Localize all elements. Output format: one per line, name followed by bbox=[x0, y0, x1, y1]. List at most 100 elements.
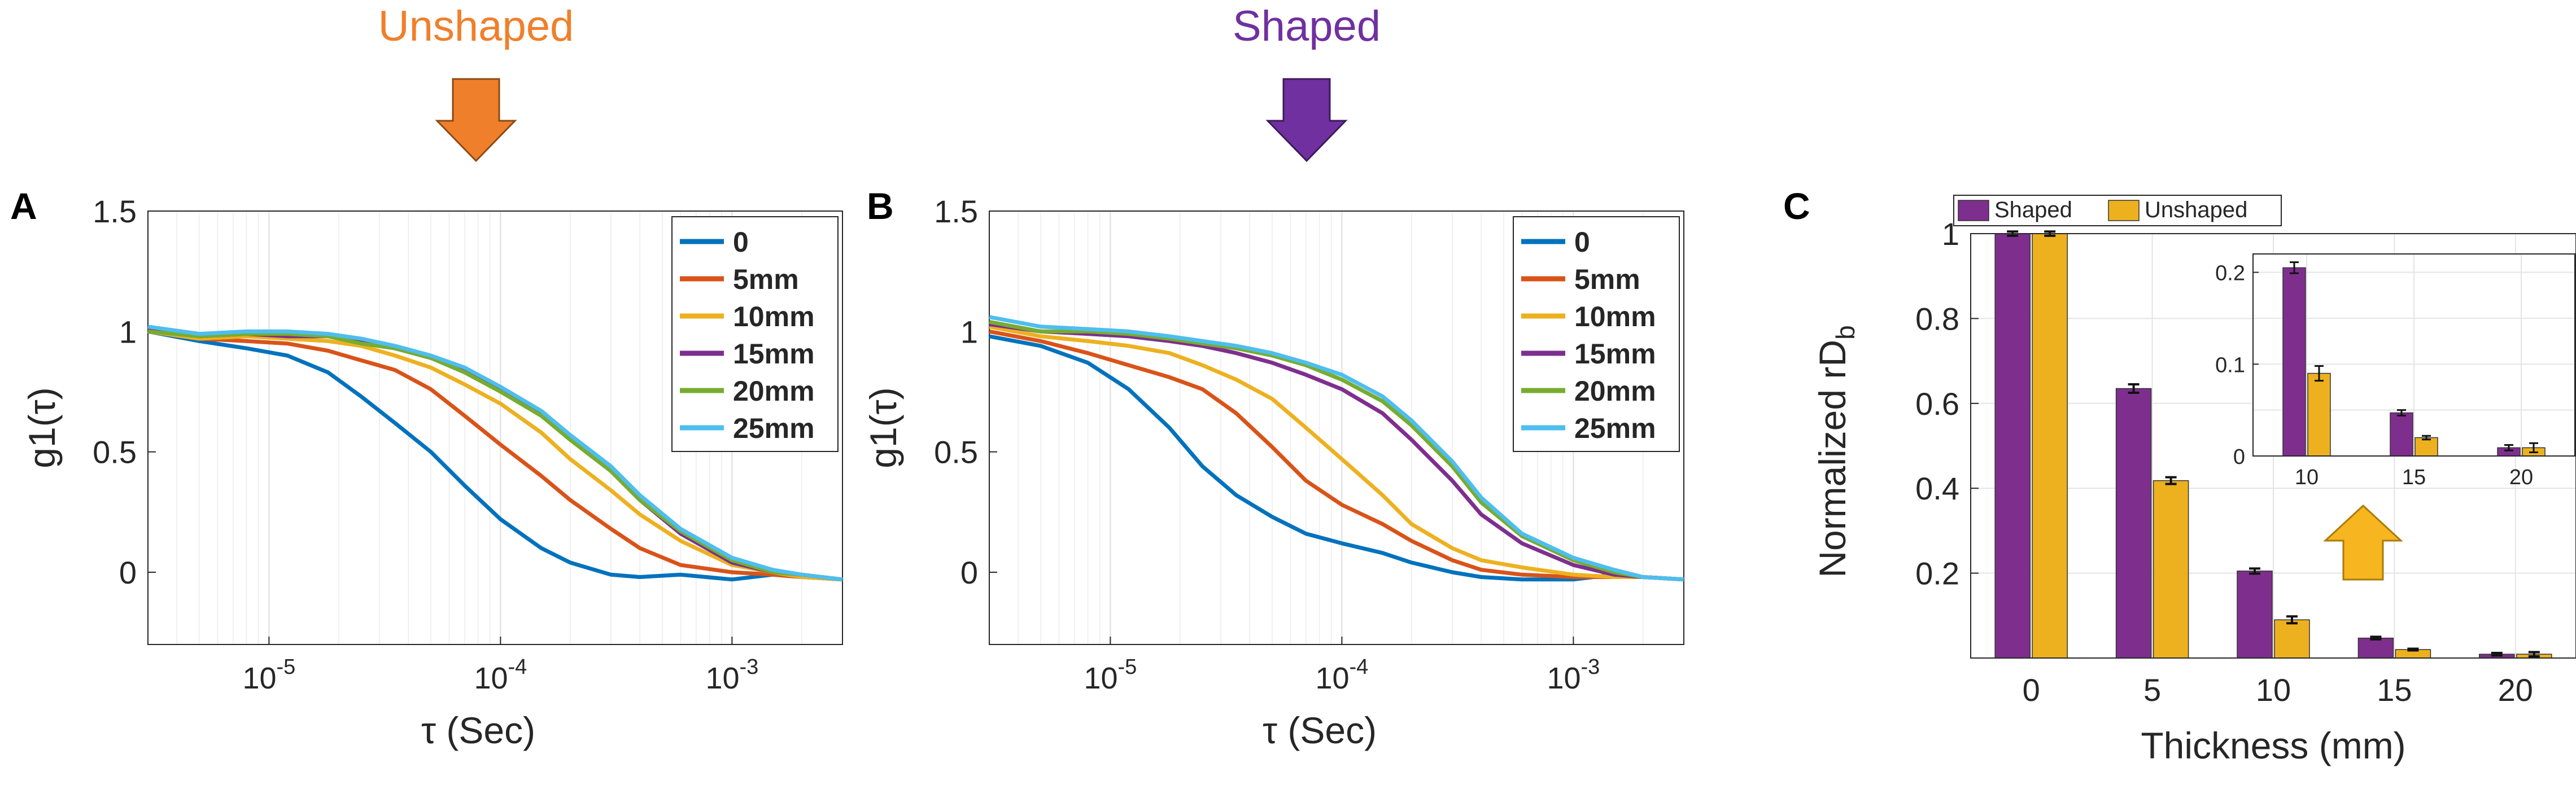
x-tick-label: 10-3 bbox=[705, 655, 758, 695]
y-tick-label: 1.5 bbox=[93, 194, 137, 229]
x-tick-label: 10-4 bbox=[474, 655, 527, 695]
error-bar bbox=[2491, 651, 2503, 657]
error-bar bbox=[2286, 615, 2298, 625]
bar-unshaped-5 bbox=[2153, 480, 2189, 659]
legend-label: 25mm bbox=[1574, 413, 1656, 444]
y-tick-label: 0.8 bbox=[1915, 301, 1959, 336]
x-tick-label: 20 bbox=[2498, 672, 2533, 708]
inset-y-tick-label: 0 bbox=[2233, 445, 2245, 469]
plot-frame-c bbox=[1970, 233, 2576, 659]
error-bar bbox=[2504, 444, 2513, 451]
series-line-15mm bbox=[989, 322, 1684, 582]
inset-bar-unshaped-10 bbox=[2307, 372, 2331, 457]
x-tick-label: 10-5 bbox=[1084, 655, 1137, 695]
inset-y-tick-label: 0.1 bbox=[2215, 353, 2245, 377]
inset-x-tick-label: 20 bbox=[2509, 466, 2533, 489]
error-bar bbox=[2249, 567, 2260, 575]
y-axis-label: g1(τ) bbox=[862, 387, 904, 468]
legend-label: 10mm bbox=[1574, 301, 1656, 332]
error-bar bbox=[2397, 409, 2406, 416]
inset-bar-shaped-15 bbox=[2390, 412, 2413, 457]
inset-x-tick-label: 15 bbox=[2402, 466, 2426, 489]
error-bar bbox=[2407, 647, 2419, 652]
legend-label: 10mm bbox=[733, 301, 815, 332]
legend-label: 0 bbox=[733, 226, 749, 258]
y-tick-label: 0.6 bbox=[1915, 386, 1959, 422]
chart-b: 0 0.5 1 1.5 10-5 10-4 10-3 τ (Sec) g1(τ) 0 5mm 10mm… bbox=[862, 194, 1684, 751]
legend-box-a bbox=[671, 216, 839, 452]
inset-chart: 10 15 20 0 0.1 0.2 bbox=[2215, 253, 2575, 489]
inset-x-tick-label: 10 bbox=[2295, 466, 2319, 489]
y-tick-label: 0.5 bbox=[93, 435, 137, 470]
error-bar bbox=[2370, 635, 2382, 641]
legend-label: 25mm bbox=[733, 413, 815, 444]
plot-frame-b bbox=[989, 210, 1684, 645]
legend-label: 5mm bbox=[1574, 264, 1640, 295]
chart-a: 0 0.5 1 1.5 10-5 10-4 10-3 τ (Sec) g1(τ) 0 5mm 10mm… bbox=[21, 194, 843, 751]
inset-bar-unshaped-15 bbox=[2415, 437, 2438, 457]
unshaped-down-arrow-icon bbox=[435, 78, 517, 163]
series-line-15mm bbox=[147, 327, 843, 582]
legend-label: 15mm bbox=[733, 338, 815, 370]
y-tick-label: 1.5 bbox=[934, 194, 978, 229]
x-tick-label: 10 bbox=[2256, 672, 2291, 708]
x-axis-label: τ (Sec) bbox=[421, 709, 535, 751]
series-line-5mm bbox=[147, 329, 843, 582]
x-tick-label: 15 bbox=[2377, 672, 2412, 708]
error-bar bbox=[2528, 651, 2540, 657]
legend-box-b bbox=[1513, 216, 1680, 452]
bar-unshaped-0 bbox=[2032, 233, 2068, 659]
legend-label: 5mm bbox=[733, 264, 799, 295]
y-tick-label: 0 bbox=[119, 555, 137, 590]
y-tick-label: 0.4 bbox=[1915, 471, 1959, 506]
shaped-down-arrow-icon bbox=[1265, 78, 1348, 163]
series-line-20mm bbox=[147, 329, 843, 582]
series-line-25mm bbox=[989, 315, 1684, 582]
error-bar bbox=[2165, 476, 2177, 485]
legend-label: 15mm bbox=[1574, 338, 1656, 370]
x-tick-label: 10-4 bbox=[1315, 655, 1368, 695]
legend-swatch bbox=[2108, 200, 2140, 221]
panel-label-b: B bbox=[867, 185, 894, 227]
error-bar bbox=[2315, 365, 2324, 382]
legend-label: Shaped bbox=[1994, 198, 2072, 222]
y-tick-label: 1 bbox=[960, 314, 978, 349]
x-tick-label: 0 bbox=[2023, 672, 2040, 708]
bar-unshaped-10 bbox=[2274, 619, 2310, 659]
x-axis-label: Thickness (mm) bbox=[2141, 725, 2405, 766]
error-bar bbox=[2529, 442, 2538, 453]
y-axis-label: g1(τ) bbox=[21, 387, 63, 468]
legend-label: 20mm bbox=[733, 375, 815, 407]
series-line-10mm bbox=[147, 329, 843, 582]
y-axis-label: Normalized rDb bbox=[1811, 325, 1860, 577]
unshaped-annotation: Unshaped bbox=[378, 2, 574, 50]
series-line-5mm bbox=[989, 329, 1684, 582]
y-tick-label: 0.2 bbox=[1915, 556, 1959, 591]
plot-frame-a bbox=[147, 210, 843, 645]
error-bar bbox=[2290, 261, 2299, 274]
series-line-20mm bbox=[989, 319, 1684, 582]
error-bar bbox=[2128, 383, 2140, 394]
bar-shaped-15 bbox=[2357, 637, 2394, 659]
bar-shaped-0 bbox=[1994, 233, 2031, 659]
inset-y-tick-label: 0.2 bbox=[2215, 262, 2245, 286]
series-line-0 bbox=[989, 334, 1684, 582]
bar-shaped-5 bbox=[2115, 388, 2152, 659]
shaped-annotation: Shaped bbox=[1233, 2, 1381, 50]
panel-label-c: C bbox=[1783, 185, 1810, 227]
legend-label: 0 bbox=[1574, 226, 1590, 258]
series-line-0 bbox=[147, 329, 843, 582]
series-line-10mm bbox=[989, 324, 1684, 582]
x-tick-label: 10-3 bbox=[1547, 655, 1600, 695]
x-tick-label: 10-5 bbox=[242, 655, 295, 695]
series-line-25mm bbox=[147, 324, 843, 582]
x-tick-label: 5 bbox=[2143, 672, 2161, 708]
x-axis-label: τ (Sec) bbox=[1263, 709, 1377, 751]
y-tick-label: 0 bbox=[960, 555, 978, 590]
y-tick-label: 1 bbox=[119, 314, 137, 349]
up-arrow-icon bbox=[2323, 504, 2403, 581]
inset-frame bbox=[2252, 253, 2575, 457]
bar-shaped-10 bbox=[2237, 571, 2273, 659]
